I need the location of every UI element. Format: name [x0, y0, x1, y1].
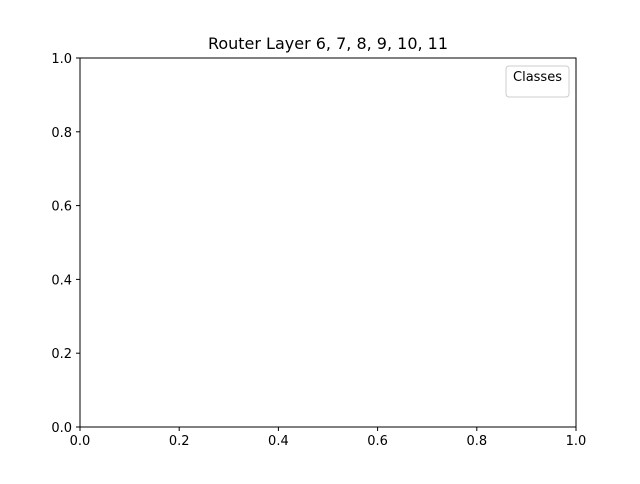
- legend-box: [505, 65, 570, 98]
- y-axis: 0.0 0.2 0.4 0.6 0.8 1.0: [51, 52, 80, 436]
- x-axis: 0.0 0.2 0.4 0.6 0.8 1.0: [70, 427, 587, 449]
- legend: Classes: [505, 65, 570, 98]
- y-tick-label: 1.0: [51, 52, 72, 67]
- plot-frame: [79, 57, 577, 428]
- x-tick-label: 0.8: [466, 434, 487, 449]
- chart-title: Router Layer 6, 7, 8, 9, 10, 11: [208, 34, 448, 53]
- x-tick-label: 0.2: [169, 434, 190, 449]
- y-tick-label: 0.0: [51, 421, 72, 436]
- y-tick-label: 0.4: [51, 273, 72, 288]
- x-tick-label: 0.0: [70, 434, 91, 449]
- y-tick-label: 0.8: [51, 126, 72, 141]
- y-tick-label: 0.2: [51, 347, 72, 362]
- y-tick-label: 0.6: [51, 200, 72, 215]
- x-tick-label: 0.6: [367, 434, 388, 449]
- x-tick-label: 1.0: [566, 434, 587, 449]
- plot-area: [80, 58, 576, 427]
- x-tick-label: 0.4: [268, 434, 289, 449]
- legend-title: Classes: [513, 70, 562, 85]
